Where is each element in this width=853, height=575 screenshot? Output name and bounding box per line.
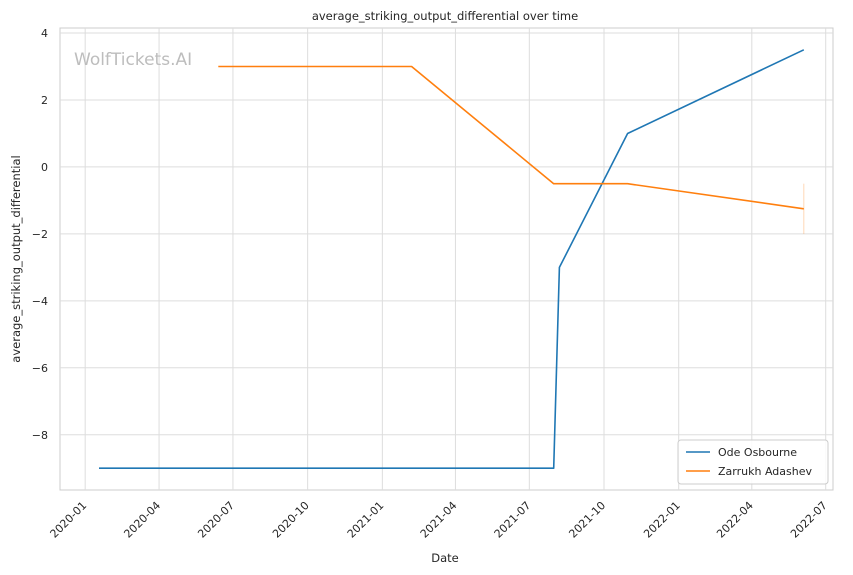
data-point: [411, 66, 413, 68]
data-point: [98, 467, 100, 469]
grid: [60, 28, 833, 490]
y-axis-title: average_striking_output_differential: [9, 155, 23, 362]
y-tick-label: 4: [41, 27, 48, 40]
y-tick-label: −4: [32, 295, 48, 308]
series-line-zarrukh-adashev: [218, 65, 804, 210]
data-point: [627, 183, 629, 185]
data-point: [553, 467, 555, 469]
data-point: [218, 66, 220, 68]
y-tick-label: −6: [32, 362, 48, 375]
data-point: [627, 133, 629, 135]
data-point: [803, 49, 805, 51]
chart-title: average_striking_output_differential ove…: [312, 9, 578, 23]
legend-label-ode-osbourne: Ode Osbourne: [718, 446, 797, 459]
data-point: [559, 267, 561, 269]
y-tick-label: 0: [41, 161, 48, 174]
y-tick-label: −2: [32, 228, 48, 241]
x-axis-title: Date: [431, 551, 459, 565]
watermark-text: WolfTickets.AI: [74, 50, 192, 70]
legend-box: [677, 439, 829, 485]
series-line-ode-osbourne: [99, 49, 805, 470]
y-tick-label: 2: [41, 94, 48, 107]
data-point: [553, 183, 555, 185]
data-point: [803, 208, 805, 210]
y-tick-label: −8: [32, 429, 48, 442]
legend: Ode Osbourne Zarrukh Adashev: [677, 439, 829, 485]
plot-area: [59, 27, 834, 491]
legend-label-zarrukh-adashev: Zarrukh Adashev: [718, 465, 812, 478]
series-lines: [98, 49, 805, 470]
